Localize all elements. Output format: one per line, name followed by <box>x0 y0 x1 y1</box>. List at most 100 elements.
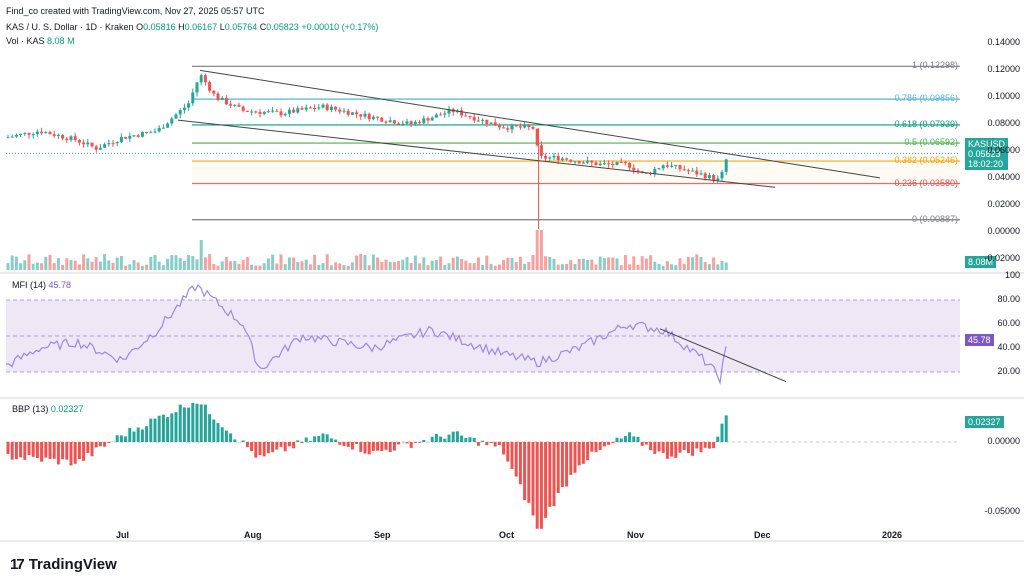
volume-bar <box>460 258 464 270</box>
fib-level-label: 0.786 (0.09856) <box>894 93 958 104</box>
bbp-bar <box>250 442 254 452</box>
volume-bar <box>195 259 199 270</box>
volume-bar <box>422 257 426 270</box>
volume-bar <box>296 261 300 270</box>
candle-body <box>695 170 699 175</box>
candle-body <box>409 121 413 125</box>
bbp-bar <box>128 428 132 442</box>
bbp-bar <box>577 442 581 466</box>
bbp-bar <box>292 442 296 449</box>
price-axis-tick: 0.02000 <box>987 198 1020 209</box>
candle-body <box>674 165 678 167</box>
volume-bar <box>178 257 182 270</box>
volume-bar <box>254 265 258 270</box>
price-axis-tick: 0.04000 <box>987 171 1020 182</box>
candle-body <box>493 122 497 126</box>
bbp-bar <box>170 413 174 442</box>
volume-bar <box>212 263 216 270</box>
candle-body <box>476 120 480 122</box>
candle-body <box>56 134 60 136</box>
volume-bar <box>283 264 287 270</box>
bbp-bar <box>313 436 317 442</box>
volume-bar <box>476 257 480 270</box>
volume-bar <box>90 261 94 270</box>
bbp-bar <box>140 429 144 442</box>
mfi-trendline <box>659 328 787 383</box>
candle-body <box>430 117 434 121</box>
volume-bar <box>565 264 569 270</box>
candle-body <box>489 122 493 124</box>
bbp-bar <box>174 412 178 442</box>
bbp-bar <box>409 442 413 448</box>
bbp-label: BBP (13) <box>12 404 49 414</box>
volume-bar <box>363 255 367 270</box>
bbp-bar <box>502 442 506 455</box>
candle-body <box>560 158 564 161</box>
volume-bar <box>317 264 321 270</box>
volume-bar <box>397 261 401 270</box>
bbp-bar <box>208 414 212 442</box>
bbp-bar <box>413 442 417 443</box>
candle-body <box>577 161 581 164</box>
bbp-bar <box>119 435 123 442</box>
bbp-bar <box>392 442 396 451</box>
volume-bar <box>594 264 598 270</box>
volume-bar <box>392 262 396 270</box>
volume-bar <box>19 263 23 270</box>
volume-bar <box>359 254 363 270</box>
volume-bar <box>451 257 455 270</box>
candle-body <box>317 107 321 109</box>
volume-bar <box>182 261 186 270</box>
volume-bar <box>124 265 128 270</box>
candle-body <box>636 170 640 172</box>
candle-body <box>699 173 703 175</box>
bbp-bar <box>573 442 577 473</box>
candle-body <box>485 119 489 124</box>
mfi-value: 45.78 <box>48 280 72 290</box>
bbp-bar <box>187 407 191 442</box>
candle-body <box>82 142 86 145</box>
candle-body <box>90 142 94 147</box>
bbp-bar <box>346 442 350 447</box>
bbp-bar <box>476 442 480 446</box>
candle-body <box>86 142 90 145</box>
bbp-bar <box>23 442 27 460</box>
candle-body <box>250 111 254 113</box>
candle-body <box>187 103 191 108</box>
candle-body <box>581 162 585 164</box>
volume-bar <box>602 258 606 270</box>
bbp-bar <box>86 442 90 453</box>
bbp-bar <box>132 431 136 442</box>
volume-bar <box>241 259 245 270</box>
volume-bar <box>686 256 690 270</box>
candle-body <box>52 134 56 136</box>
candle-body <box>229 104 233 106</box>
bbp-bar <box>590 442 594 452</box>
bbp-bar <box>90 442 94 457</box>
candle-body <box>720 171 724 179</box>
candle-body <box>460 110 464 116</box>
volume-bar <box>682 263 686 270</box>
bbp-bar <box>556 442 560 494</box>
volume-bar <box>439 256 443 270</box>
bbp-bar <box>6 442 10 455</box>
volume-bar <box>695 254 699 270</box>
bbp-bar <box>434 433 438 442</box>
candle-body <box>413 121 417 125</box>
volume-bar <box>552 258 556 270</box>
bbp-bar <box>598 442 602 450</box>
candle-body <box>287 109 291 114</box>
bbp-bar <box>422 439 426 442</box>
candle-body <box>527 125 531 127</box>
volume-bar <box>69 260 73 270</box>
candle-body <box>208 82 212 91</box>
candle-body <box>199 75 203 83</box>
bbp-bar <box>418 442 422 443</box>
bbp-bar <box>607 442 611 445</box>
volume-bar <box>623 254 627 270</box>
bbp-bar <box>334 439 338 442</box>
time-axis-tick: Jul <box>116 530 130 540</box>
candle-body <box>355 112 359 115</box>
volume-bar <box>611 257 615 270</box>
